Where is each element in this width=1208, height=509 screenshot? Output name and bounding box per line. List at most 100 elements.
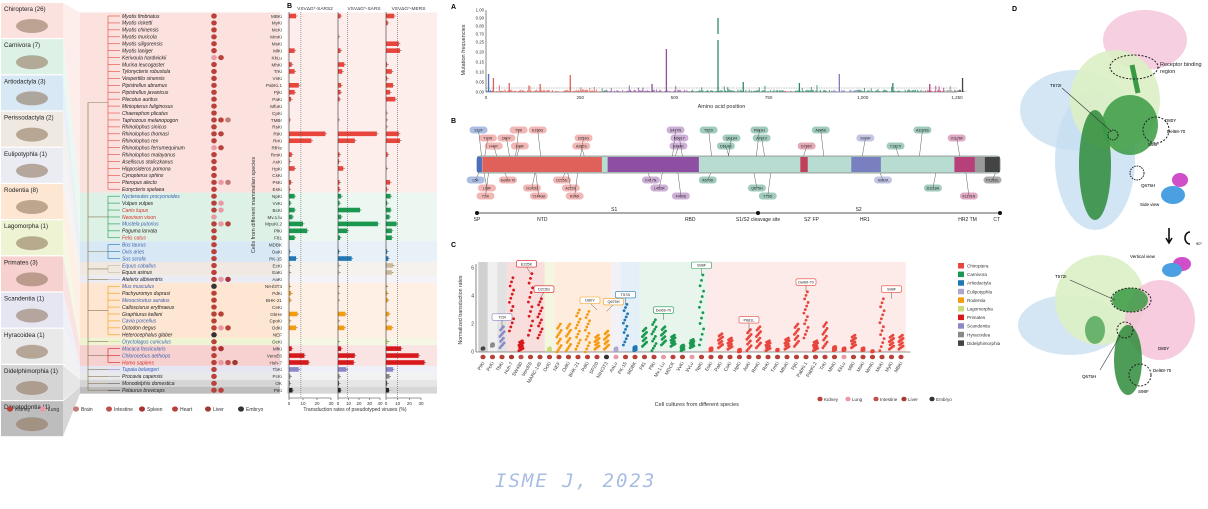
cell-line-label: Huh-7 xyxy=(269,360,282,365)
mutation-bar xyxy=(530,90,532,92)
mutation-annotation: S98F xyxy=(691,261,712,275)
order-connector xyxy=(63,292,80,373)
order-band-bars xyxy=(287,338,437,346)
transduction-bar xyxy=(338,166,344,171)
mutation-pill xyxy=(797,142,816,150)
mutation-bar xyxy=(737,89,739,92)
kidney-icon xyxy=(822,354,828,360)
mutation-bar xyxy=(584,89,586,92)
y-tick-label: 0.90 xyxy=(476,16,485,21)
data-point xyxy=(644,326,648,330)
organ-legend-item: Intestine xyxy=(873,396,898,402)
mutation-bar xyxy=(634,89,636,92)
mutation-annotation: T572I xyxy=(615,291,636,305)
species-name: Pteropus alecto xyxy=(122,180,157,186)
mutation-bar xyxy=(809,90,811,92)
t572i-label: T572I xyxy=(1050,83,1062,88)
data-point xyxy=(738,347,742,351)
data-point xyxy=(816,346,819,350)
data-point xyxy=(567,324,570,328)
mutation-bar xyxy=(950,90,953,92)
order-label: Eulipotyphla (1) xyxy=(4,151,47,158)
species-name: Rhinolophus thomasi xyxy=(122,132,170,138)
mutation-bar xyxy=(856,90,858,92)
mutation-bar xyxy=(667,90,669,92)
mutation-peak-bar xyxy=(742,82,744,92)
tick-label: 0 xyxy=(385,401,388,406)
domain-axis-label: HR2 TM xyxy=(958,217,977,223)
species-name: Myotis chinensis xyxy=(122,28,159,34)
species-name: Cynopterus sphinx xyxy=(122,173,164,179)
mutation-bar xyxy=(632,91,634,92)
data-point xyxy=(540,318,543,322)
data-point xyxy=(730,336,733,340)
mutation-bar xyxy=(674,90,676,92)
data-point xyxy=(901,333,904,337)
annotation-text: S98F xyxy=(887,288,897,292)
mutation-bar xyxy=(635,91,637,92)
brain-icon xyxy=(225,117,231,123)
mutation-pill xyxy=(469,126,488,134)
mutation-bar xyxy=(766,91,768,92)
species-name: Canis lupus xyxy=(122,208,149,214)
mutation-peak-bar xyxy=(508,83,510,92)
data-point xyxy=(537,303,540,307)
data-point xyxy=(720,332,724,336)
protomer-darkgreen-head xyxy=(1102,95,1158,155)
vertical-view-thumbnail-spike xyxy=(1162,263,1182,277)
species-name: Paguma larvata xyxy=(122,229,157,235)
data-point xyxy=(824,328,828,332)
data-point xyxy=(566,332,570,336)
mutation-pill xyxy=(498,176,517,184)
mutation-text: Q675H xyxy=(751,187,763,191)
mutation-leader xyxy=(475,172,479,181)
category-column: MlKi xyxy=(847,333,857,372)
mutation-pill xyxy=(983,176,1002,184)
category-column: PaKi xyxy=(713,332,724,373)
species-name: Oryctolagus cuniculus xyxy=(122,340,171,346)
y-tick-label: 6 xyxy=(471,266,474,272)
mutation-bar xyxy=(912,89,914,92)
kidney-icon xyxy=(850,354,857,360)
species-name: Rhinolophus rex xyxy=(122,139,159,145)
kidney-icon xyxy=(489,354,496,360)
mutation-pill xyxy=(528,126,547,134)
mutation-text: D253G xyxy=(578,137,590,141)
mutation-pill xyxy=(699,126,718,134)
data-point xyxy=(805,304,809,308)
category-label: McKi xyxy=(875,361,886,373)
data-point xyxy=(536,336,540,340)
mutation-bar xyxy=(688,91,690,92)
data-point xyxy=(597,341,600,345)
mutation-bar xyxy=(660,90,662,92)
transduction-bar xyxy=(289,193,295,199)
mutation-leader xyxy=(919,129,923,157)
transduction-bar xyxy=(386,207,391,213)
cell-line-label: NEF xyxy=(273,333,282,338)
data-point xyxy=(878,321,882,325)
category-label: CsKi xyxy=(723,361,733,373)
category-column: PcKi xyxy=(486,342,496,373)
order-label: Rodentia (8) xyxy=(4,187,38,194)
mutation-pill xyxy=(484,142,503,150)
leader-line xyxy=(1069,279,1116,301)
category-column: MfuKi xyxy=(779,336,791,375)
mutation-bar xyxy=(702,90,704,92)
intestine-icon xyxy=(873,396,879,402)
mutation-bar xyxy=(961,91,963,92)
mutation-bar xyxy=(528,85,530,92)
kidney-icon xyxy=(211,48,217,54)
mutation-bar xyxy=(952,90,954,92)
cell-line-label: TrKi xyxy=(274,69,282,74)
cell-line-label: VeroE6 xyxy=(267,353,283,358)
data-point xyxy=(644,336,648,340)
mutation-bar xyxy=(669,90,671,92)
category-column: McKi xyxy=(875,297,886,373)
category-label: Huh-7 xyxy=(503,361,515,376)
annotation-text: S98F xyxy=(697,264,707,268)
mutation-bar xyxy=(901,91,903,92)
data-point xyxy=(586,334,589,338)
mutation-bar xyxy=(573,90,575,92)
mutation-bar xyxy=(551,90,554,92)
mutation-leader xyxy=(516,145,521,157)
